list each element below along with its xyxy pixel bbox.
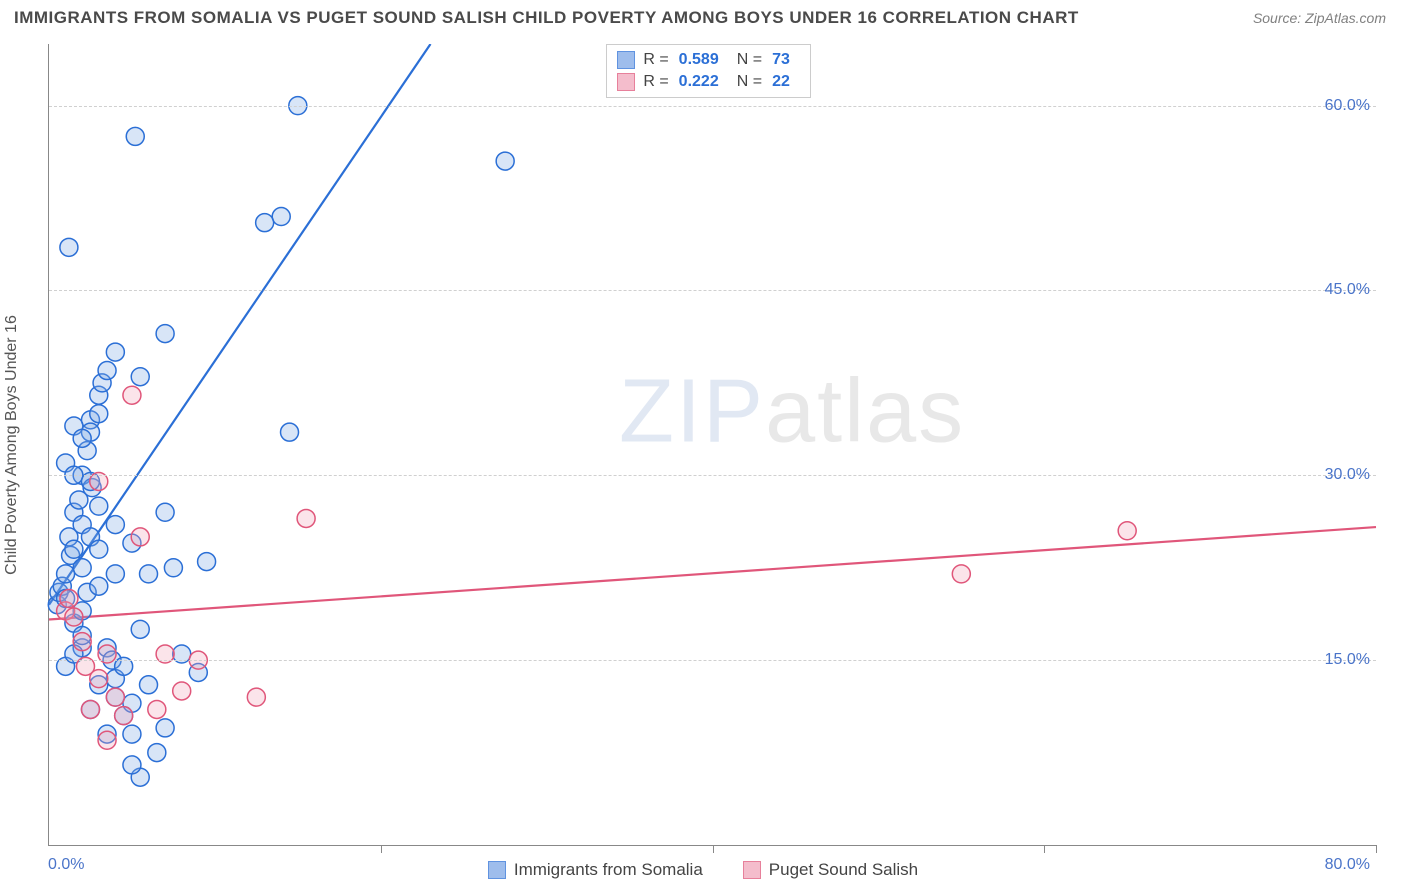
n-value-salish: 22 [772,73,790,91]
data-point-salish [173,682,191,700]
swatch-somalia [617,51,635,69]
n-label: N = [737,73,762,91]
data-point-salish [65,608,83,626]
data-point-somalia [65,540,83,558]
data-point-salish [1118,522,1136,540]
data-point-somalia [90,405,108,423]
r-label: R = [643,73,668,91]
y-tick-label: 45.0% [1325,281,1370,299]
data-point-somalia [198,553,216,571]
data-point-somalia [98,362,116,380]
data-point-somalia [106,516,124,534]
chart-header: IMMIGRANTS FROM SOMALIA VS PUGET SOUND S… [0,0,1406,32]
data-point-somalia [73,559,91,577]
legend-label-somalia: Immigrants from Somalia [514,860,703,880]
data-point-somalia [156,325,174,343]
data-point-salish [60,590,78,608]
data-point-salish [106,688,124,706]
data-point-somalia [272,208,290,226]
swatch-somalia [488,861,506,879]
legend-label-salish: Puget Sound Salish [769,860,918,880]
data-point-salish [148,700,166,718]
data-point-somalia [60,238,78,256]
data-point-somalia [123,725,141,743]
r-value-somalia: 0.589 [679,51,719,69]
chart-title: IMMIGRANTS FROM SOMALIA VS PUGET SOUND S… [14,8,1079,28]
data-point-salish [90,670,108,688]
plot-area: ZIPatlas R = 0.589 N = 73 R = 0.222 N = … [48,44,1376,846]
data-point-salish [952,565,970,583]
data-point-somalia [156,503,174,521]
y-tick-label: 30.0% [1325,466,1370,484]
data-point-somalia [126,127,144,145]
plot-container: ZIPatlas R = 0.589 N = 73 R = 0.222 N = … [48,44,1376,846]
data-point-somalia [156,719,174,737]
data-point-somalia [73,429,91,447]
correlation-row-salish: R = 0.222 N = 22 [617,71,800,93]
data-point-somalia [57,565,75,583]
data-point-somalia [106,565,124,583]
data-point-somalia [106,343,124,361]
data-point-somalia [90,540,108,558]
data-point-somalia [164,559,182,577]
data-point-salish [98,731,116,749]
data-point-somalia [123,756,141,774]
y-tick-label: 15.0% [1325,651,1370,669]
swatch-salish [743,861,761,879]
legend-item-somalia: Immigrants from Somalia [488,860,703,880]
data-point-somalia [496,152,514,170]
swatch-salish [617,73,635,91]
legend-item-salish: Puget Sound Salish [743,860,918,880]
data-point-somalia [140,565,158,583]
r-value-salish: 0.222 [679,73,719,91]
n-label: N = [737,51,762,69]
trend-line-somalia [49,44,431,605]
data-point-somalia [140,676,158,694]
data-point-somalia [281,423,299,441]
source-value: ZipAtlas.com [1305,10,1386,26]
data-point-salish [81,700,99,718]
y-axis-label: Child Poverty Among Boys Under 16 [3,315,21,575]
data-point-salish [115,707,133,725]
n-value-somalia: 73 [772,51,790,69]
r-label: R = [643,51,668,69]
data-point-salish [131,528,149,546]
data-point-salish [297,509,315,527]
data-point-somalia [90,577,108,595]
scatter-svg [49,44,1376,845]
data-point-salish [247,688,265,706]
data-point-somalia [131,620,149,638]
series-legend: Immigrants from Somalia Puget Sound Sali… [0,860,1406,880]
data-point-somalia [256,214,274,232]
data-point-somalia [90,497,108,515]
source-attribution: Source: ZipAtlas.com [1253,10,1386,26]
y-tick-label: 60.0% [1325,97,1370,115]
data-point-salish [123,386,141,404]
data-point-salish [73,633,91,651]
data-point-somalia [148,744,166,762]
correlation-legend: R = 0.589 N = 73 R = 0.222 N = 22 [606,44,811,98]
data-point-somalia [131,368,149,386]
correlation-row-somalia: R = 0.589 N = 73 [617,49,800,71]
trend-line-salish [49,527,1376,619]
source-label: Source: [1253,10,1305,26]
